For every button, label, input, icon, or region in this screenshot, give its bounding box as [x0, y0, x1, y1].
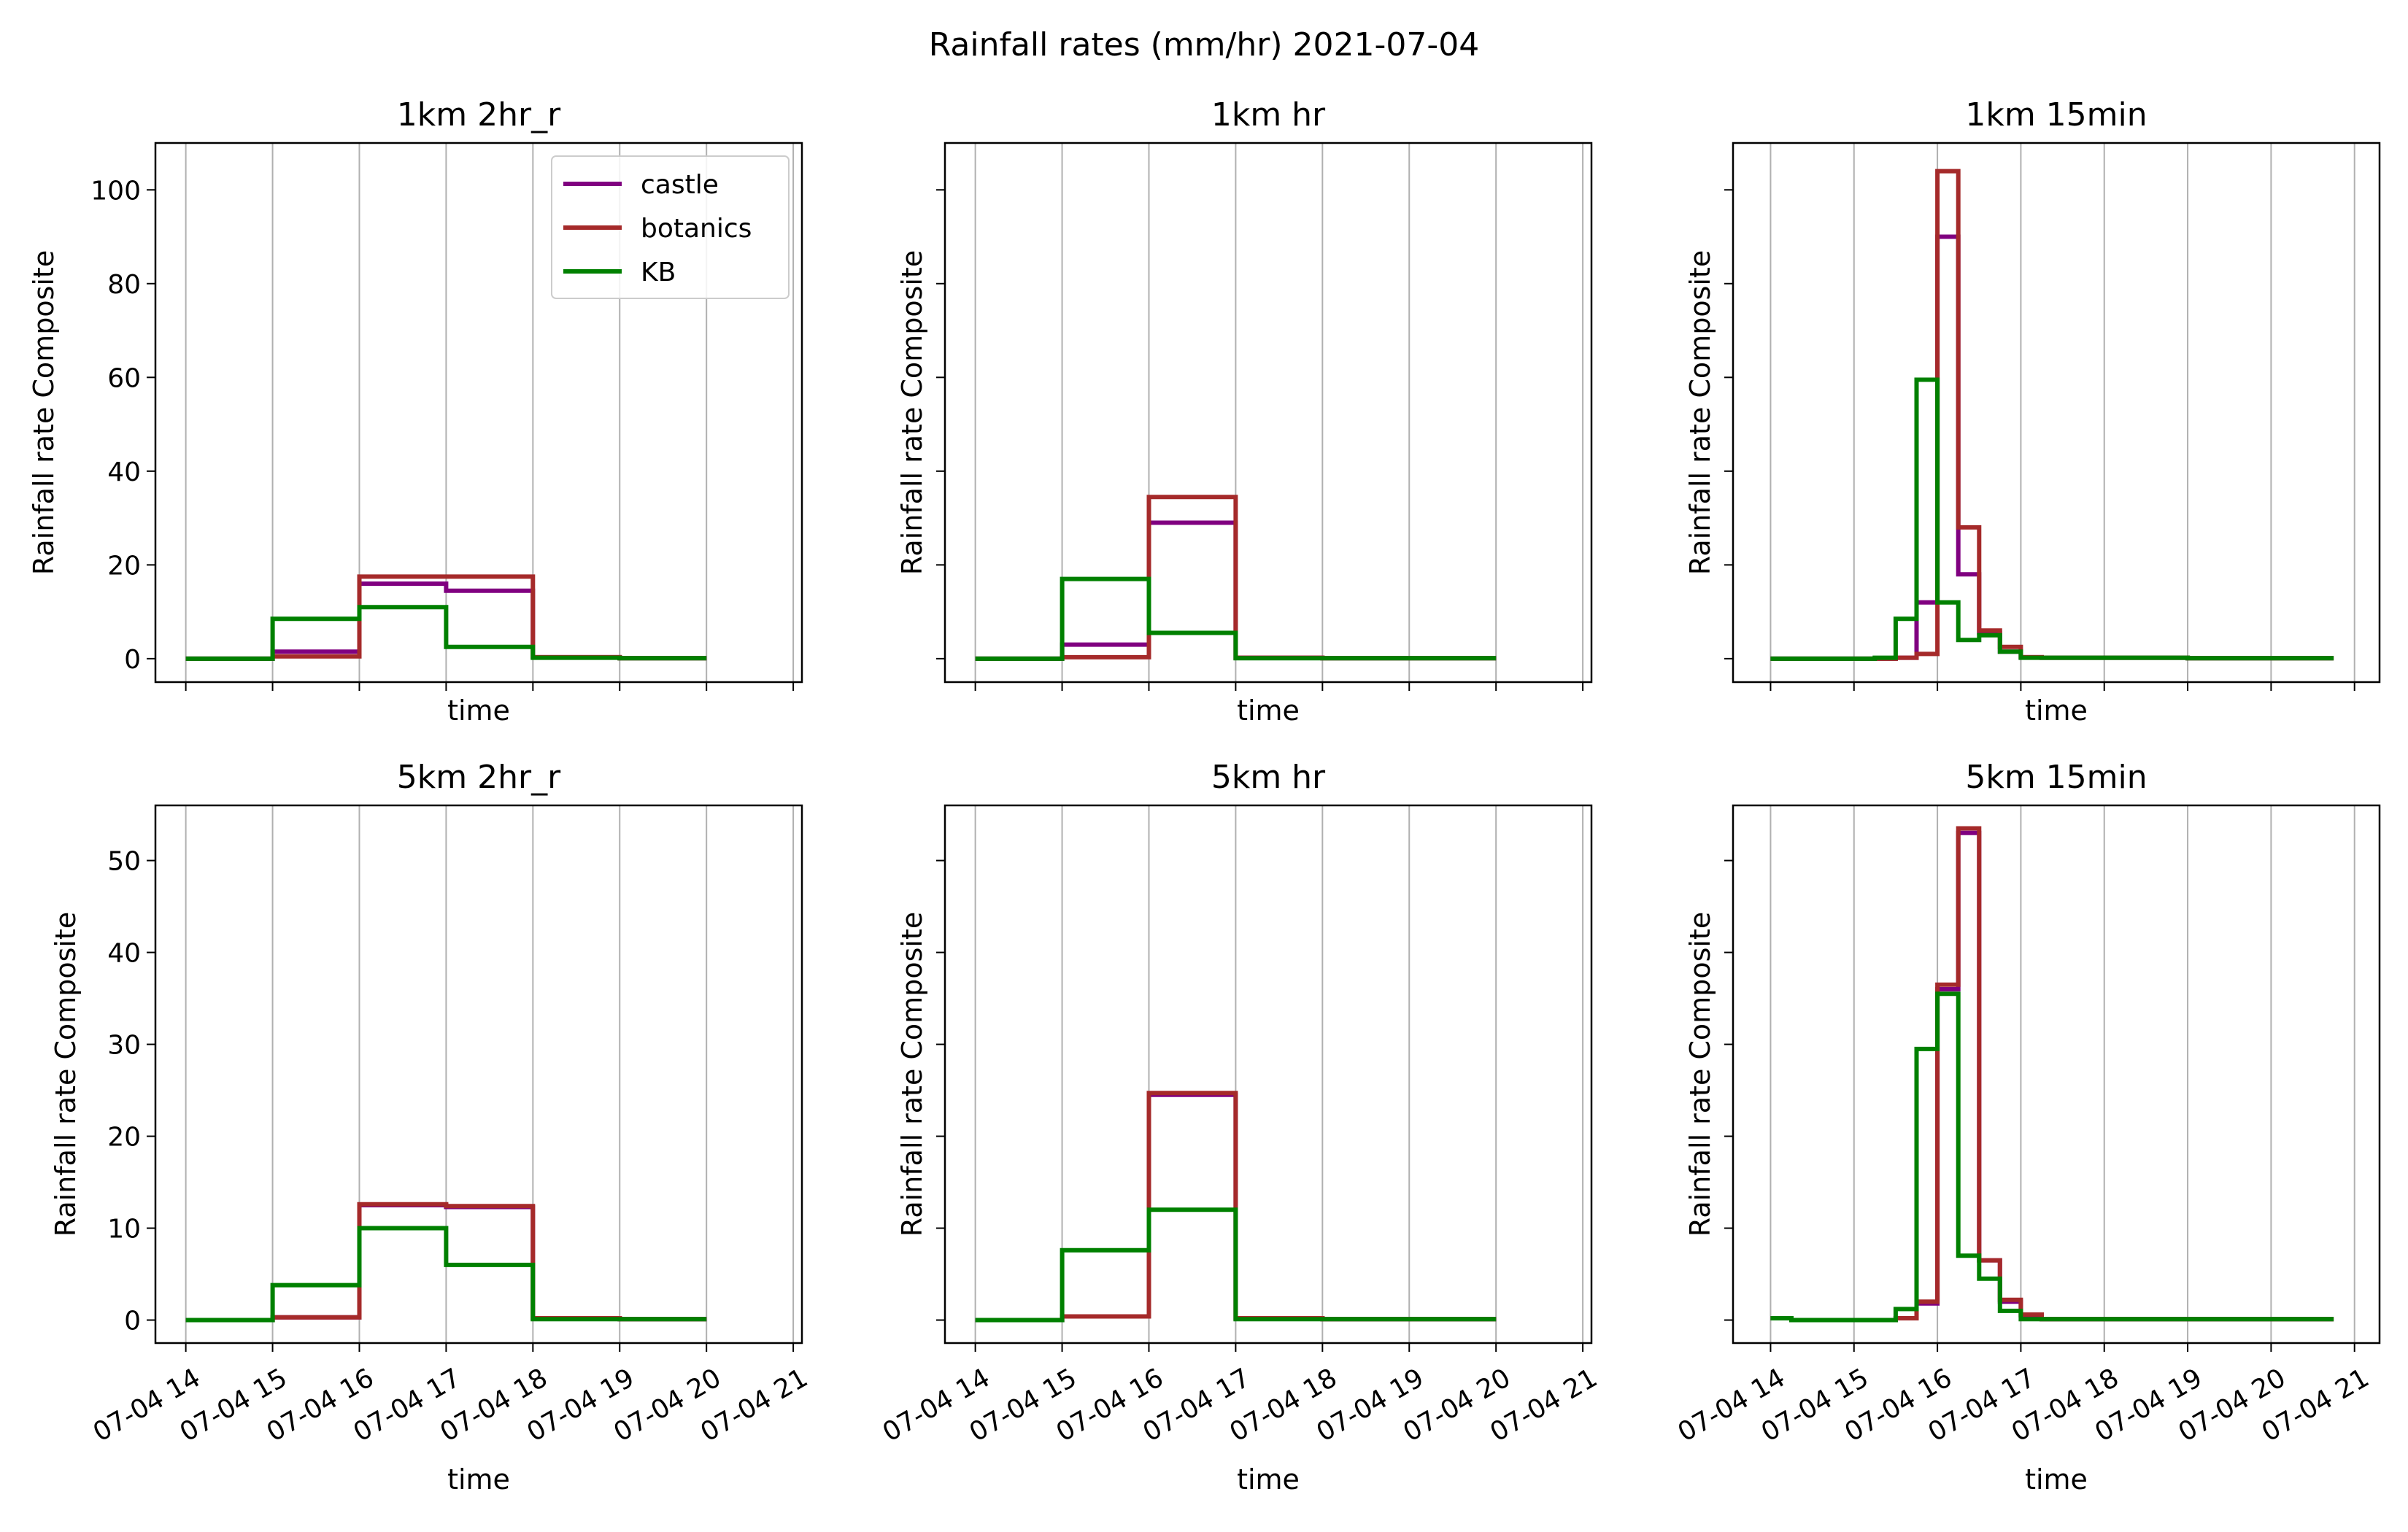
subplot-3: 1km 15min time Rainfall rate Composite: [1684, 96, 2381, 727]
x-axis-label: time: [1237, 1463, 1300, 1496]
y-tick-label: 50: [107, 847, 141, 877]
y-tick-label: 20: [107, 1123, 141, 1153]
axes-frame: [1732, 142, 2381, 684]
subplot-title: 5km 2hr_r: [397, 759, 561, 796]
series-line-kb: [1770, 377, 2334, 661]
y-axis-label: Rainfall rate Composite: [1684, 912, 1716, 1237]
y-axis-label: Rainfall rate Composite: [896, 250, 928, 575]
y-tick-label: 40: [107, 939, 141, 969]
subplot-title: 1km 2hr_r: [397, 96, 561, 134]
y-tick-label: 20: [107, 551, 141, 581]
subplot-2: 1km hr time Rainfall rate Composite: [896, 96, 1593, 727]
subplot-title: 5km hr: [1211, 759, 1326, 796]
legend-label-castle: castle: [641, 170, 719, 200]
subplot-title: 1km 15min: [1965, 96, 2147, 134]
axes-frame: [943, 804, 1593, 1345]
y-axis-label: Rainfall rate Composite: [896, 912, 928, 1237]
axes-frame: [154, 804, 803, 1345]
series-line-kb: [185, 1226, 707, 1323]
x-axis-label: time: [447, 695, 510, 727]
x-axis-label: time: [2025, 1463, 2088, 1496]
axes-frame: [1732, 804, 2381, 1345]
y-tick-label: 60: [107, 363, 141, 393]
series-line-kb: [185, 605, 707, 661]
subplot-title: 1km hr: [1211, 96, 1326, 134]
legend: castle botanics KB: [551, 155, 790, 299]
y-tick-label: 40: [107, 457, 141, 487]
y-tick-label: 30: [107, 1031, 141, 1061]
y-axis-label: Rainfall rate Composite: [50, 912, 82, 1237]
legend-box: [551, 155, 790, 299]
y-tick-label: 100: [90, 176, 141, 206]
legend-label-botanics: botanics: [641, 214, 752, 244]
axes-frame: [943, 142, 1593, 684]
y-tick-label: 0: [124, 645, 141, 675]
figure-suptitle: Rainfall rates (mm/hr) 2021-07-04: [929, 26, 1479, 63]
y-tick-label: 10: [107, 1215, 141, 1245]
y-axis-label: Rainfall rate Composite: [28, 250, 60, 575]
y-axis-label: Rainfall rate Composite: [1684, 250, 1716, 575]
series-line-kb: [975, 1207, 1497, 1323]
y-tick-label: 0: [124, 1307, 141, 1336]
legend-label-kb: KB: [641, 258, 676, 287]
subplot-title: 5km 15min: [1965, 759, 2147, 796]
x-axis-label: time: [447, 1463, 510, 1496]
x-axis-label: time: [1237, 695, 1300, 727]
series-line-kb: [975, 576, 1497, 661]
y-tick-label: 80: [107, 270, 141, 300]
series-line-kb: [1770, 991, 2334, 1323]
axes-frame: [154, 142, 803, 684]
x-axis-label: time: [2025, 695, 2088, 727]
